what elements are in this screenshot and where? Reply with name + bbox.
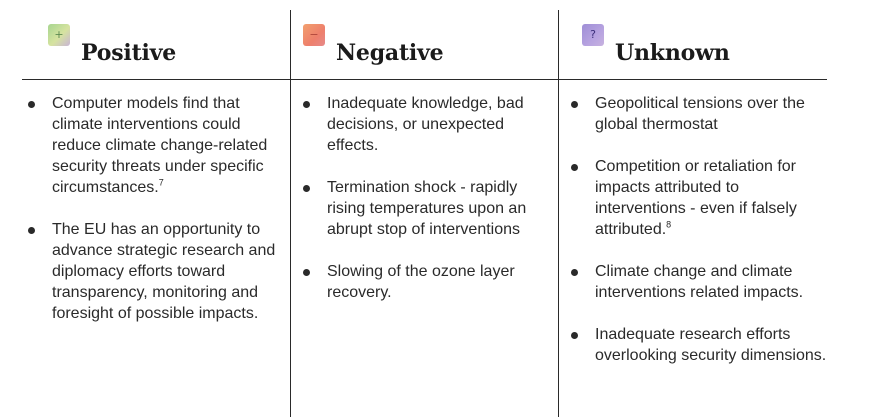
list-item: The EU has an opportunity to advance str…	[22, 219, 284, 324]
negative-list: Inadequate knowledge, bad decisions, or …	[297, 93, 549, 324]
list-item: Climate change and climate interventions…	[565, 261, 827, 303]
column-header-unknown: ? Unknown	[582, 24, 822, 74]
list-item: Inadequate knowledge, bad decisions, or …	[297, 93, 549, 156]
list-item: Slowing of the ozone layer recovery.	[297, 261, 549, 303]
minus-icon: −	[303, 24, 325, 46]
column-header-positive: + Positive	[48, 24, 278, 74]
column-title-positive: Positive	[81, 40, 177, 66]
positive-list: Computer models find that climate interv…	[22, 93, 284, 345]
list-item: Termination shock - rapidly rising tempe…	[297, 177, 549, 240]
list-item-text: Climate change and climate interventions…	[595, 263, 804, 301]
list-item: Competition or retaliation for impacts a…	[565, 156, 827, 240]
list-item-text: Inadequate knowledge, bad decisions, or …	[327, 95, 524, 154]
list-item-text: Termination shock - rapidly rising tempe…	[327, 179, 527, 238]
column-header-negative: − Negative	[303, 24, 543, 74]
footnote-ref: 8	[666, 219, 672, 230]
question-icon: ?	[582, 24, 604, 46]
list-item-text: Inadequate research efforts overlooking …	[595, 326, 827, 364]
list-item-text: Slowing of the ozone layer recovery.	[327, 263, 515, 301]
column-divider-1	[290, 10, 291, 417]
list-item: Geopolitical tensions over the global th…	[565, 93, 827, 135]
column-title-negative: Negative	[336, 40, 444, 66]
list-item-text: Computer models find that climate interv…	[52, 95, 268, 196]
list-item-text: Geopolitical tensions over the global th…	[595, 95, 805, 133]
list-item-text: The EU has an opportunity to advance str…	[52, 221, 276, 322]
column-title-unknown: Unknown	[615, 40, 730, 66]
column-divider-2	[558, 10, 559, 417]
footnote-ref: 7	[158, 177, 164, 188]
header-divider	[22, 79, 827, 80]
unknown-list: Geopolitical tensions over the global th…	[565, 93, 827, 387]
plus-icon: +	[48, 24, 70, 46]
list-item: Computer models find that climate interv…	[22, 93, 284, 198]
list-item-text: Competition or retaliation for impacts a…	[595, 158, 797, 238]
list-item: Inadequate research efforts overlooking …	[565, 324, 827, 366]
